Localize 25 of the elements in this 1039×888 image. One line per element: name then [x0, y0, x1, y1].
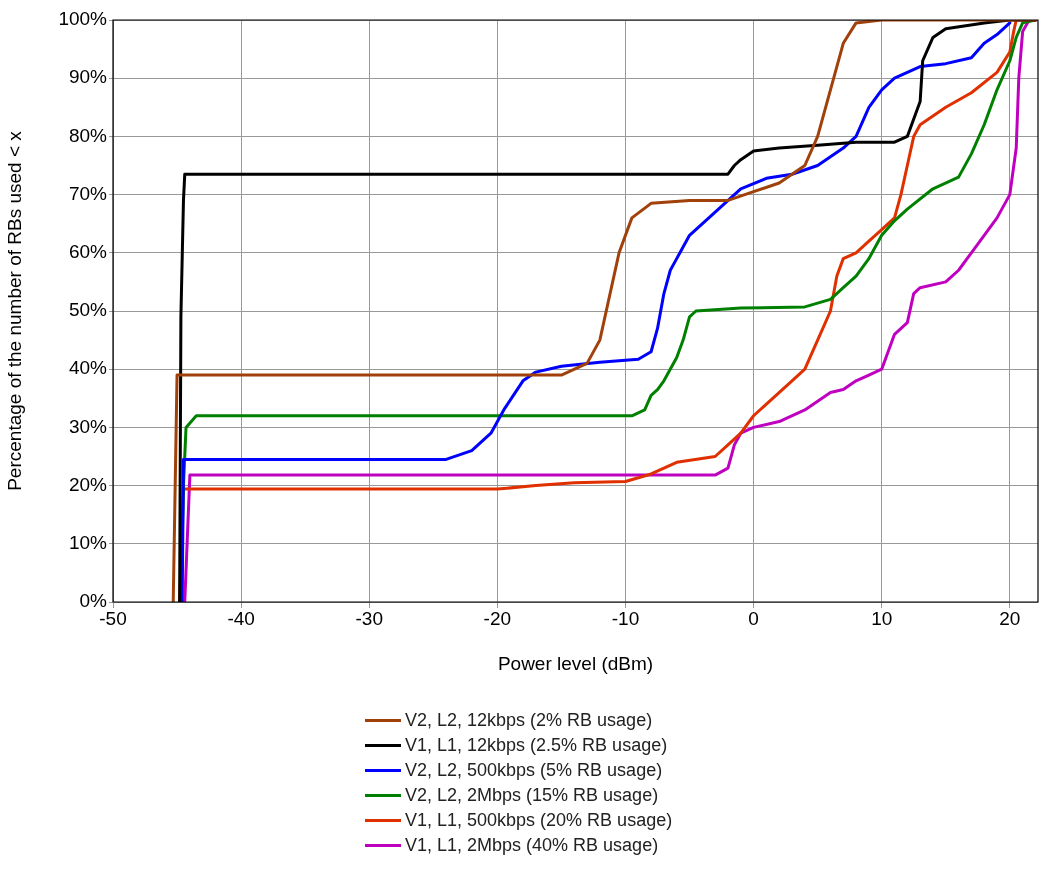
y-tick-label: 10%: [68, 532, 108, 554]
y-tick-label: 100%: [58, 8, 108, 30]
y-tick-label: 50%: [68, 299, 108, 321]
legend-label: V1, L1, 500kbps (20% RB usage): [405, 810, 673, 831]
legend-label: V1, L1, 2Mbps (40% RB usage): [405, 835, 659, 856]
x-tick-label: 10: [871, 607, 893, 629]
x-tick-label: -40: [227, 607, 255, 629]
y-tick-label: 30%: [68, 415, 108, 437]
legend-label: V2, L2, 12kbps (2% RB usage): [405, 710, 653, 731]
y-tick-label: 20%: [68, 473, 108, 495]
legend-label: V1, L1, 12kbps (2.5% RB usage): [405, 735, 668, 756]
x-tick-label: -10: [611, 607, 640, 629]
legend-label: V2, L2, 2Mbps (15% RB usage): [405, 785, 659, 806]
y-tick-label: 70%: [68, 182, 108, 204]
y-tick-label: 40%: [68, 357, 108, 379]
x-tick-label: 0: [748, 607, 759, 629]
x-tick-label: 20: [999, 607, 1021, 629]
y-tick-label: 60%: [68, 241, 108, 263]
x-tick-label: -30: [355, 607, 383, 629]
x-axis-title: Power level (dBm): [497, 652, 654, 674]
legend-label: V2, L2, 500kbps (5% RB usage): [405, 760, 663, 781]
y-tick-label: 80%: [68, 124, 108, 146]
y-axis-title: Percentage of the number of RBs used < x: [3, 130, 25, 491]
x-tick-label: -20: [483, 607, 512, 629]
y-tick-label: 90%: [68, 66, 108, 88]
